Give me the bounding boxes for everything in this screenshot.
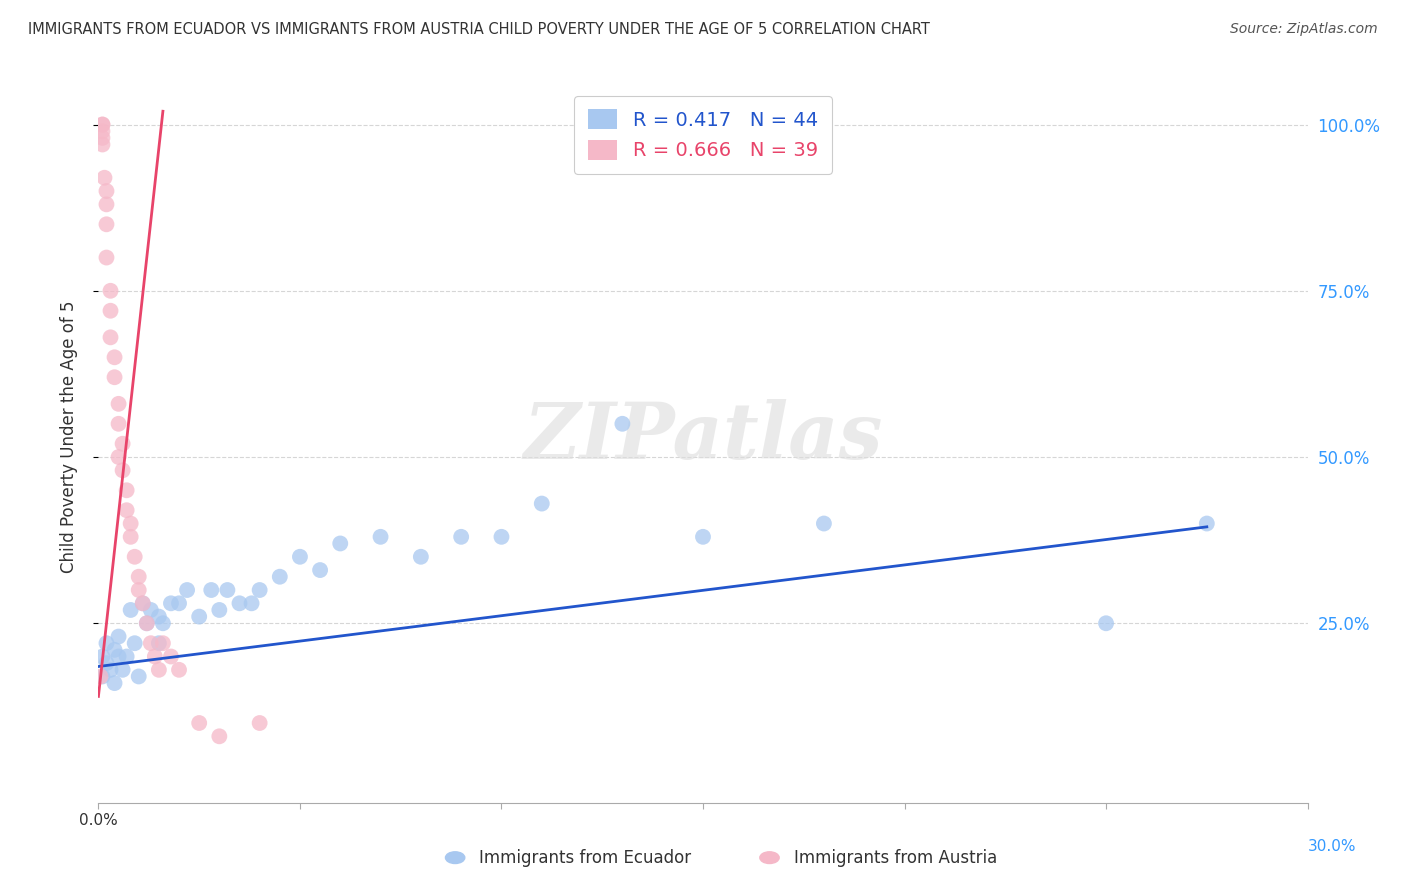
Point [120, 530, 142, 544]
Point [91, 118, 114, 132]
Text: Immigrants from Ecuador: Immigrants from Ecuador [479, 848, 692, 867]
Point [491, 530, 513, 544]
Point [115, 649, 138, 664]
Point [176, 582, 198, 597]
Point [200, 582, 222, 597]
Text: Immigrants from Austria: Immigrants from Austria [793, 848, 997, 867]
Point [103, 351, 125, 365]
Point [329, 536, 352, 550]
Point [100, 663, 122, 677]
Point [309, 563, 332, 577]
Point [93, 170, 115, 185]
Point [148, 636, 170, 650]
Point [96, 184, 118, 198]
Point [100, 330, 122, 344]
Point [813, 516, 835, 531]
Circle shape [759, 852, 779, 863]
Circle shape [446, 852, 465, 863]
Point [124, 636, 146, 650]
Point [120, 603, 142, 617]
Point [132, 596, 155, 610]
Text: ZIPatlas: ZIPatlas [523, 399, 883, 475]
Point [115, 483, 138, 498]
Point [249, 716, 271, 731]
Point [1195, 516, 1218, 531]
Point [269, 570, 291, 584]
Point [111, 463, 134, 477]
Legend: R = 0.417   N = 44, R = 0.666   N = 39: R = 0.417 N = 44, R = 0.666 N = 39 [575, 95, 831, 174]
Point [370, 530, 392, 544]
Point [115, 503, 138, 517]
Point [111, 436, 134, 450]
Point [91, 137, 114, 152]
Point [139, 636, 162, 650]
Point [692, 530, 714, 544]
Point [107, 397, 129, 411]
Text: IMMIGRANTS FROM ECUADOR VS IMMIGRANTS FROM AUSTRIA CHILD POVERTY UNDER THE AGE O: IMMIGRANTS FROM ECUADOR VS IMMIGRANTS FR… [28, 22, 929, 37]
Point [450, 530, 472, 544]
Point [96, 217, 118, 231]
Point [128, 582, 150, 597]
Point [91, 124, 114, 138]
Point [100, 284, 122, 298]
Point [100, 303, 122, 318]
Point [124, 549, 146, 564]
Point [208, 603, 231, 617]
Point [103, 676, 125, 690]
Point [228, 596, 250, 610]
Point [240, 596, 263, 610]
Point [188, 609, 211, 624]
Point [530, 497, 553, 511]
Point [1095, 616, 1118, 631]
Point [103, 643, 125, 657]
Point [167, 663, 190, 677]
Y-axis label: Child Poverty Under the Age of 5: Child Poverty Under the Age of 5 [59, 301, 77, 574]
Point [103, 370, 125, 384]
Point [139, 603, 162, 617]
Point [96, 656, 118, 670]
Point [107, 630, 129, 644]
Point [135, 616, 157, 631]
Point [107, 450, 129, 464]
Point [96, 251, 118, 265]
Point [160, 596, 183, 610]
Point [160, 649, 183, 664]
Point [96, 636, 118, 650]
Point [612, 417, 634, 431]
Text: 30.0%: 30.0% [1308, 839, 1355, 855]
Point [208, 729, 231, 743]
Point [107, 649, 129, 664]
Point [249, 582, 271, 597]
Point [128, 669, 150, 683]
Point [143, 649, 166, 664]
Point [132, 596, 155, 610]
Point [91, 669, 114, 683]
Point [148, 663, 170, 677]
Point [96, 197, 118, 211]
Point [217, 582, 239, 597]
Point [111, 663, 134, 677]
Point [120, 516, 142, 531]
Point [91, 649, 114, 664]
Point [107, 417, 129, 431]
Point [89, 669, 111, 683]
Point [152, 616, 174, 631]
Point [91, 118, 114, 132]
Point [91, 131, 114, 145]
Point [135, 616, 157, 631]
Point [167, 596, 190, 610]
Point [188, 716, 211, 731]
Point [409, 549, 432, 564]
Point [148, 609, 170, 624]
Text: Source: ZipAtlas.com: Source: ZipAtlas.com [1230, 22, 1378, 37]
Point [128, 570, 150, 584]
Point [288, 549, 311, 564]
Point [152, 636, 174, 650]
